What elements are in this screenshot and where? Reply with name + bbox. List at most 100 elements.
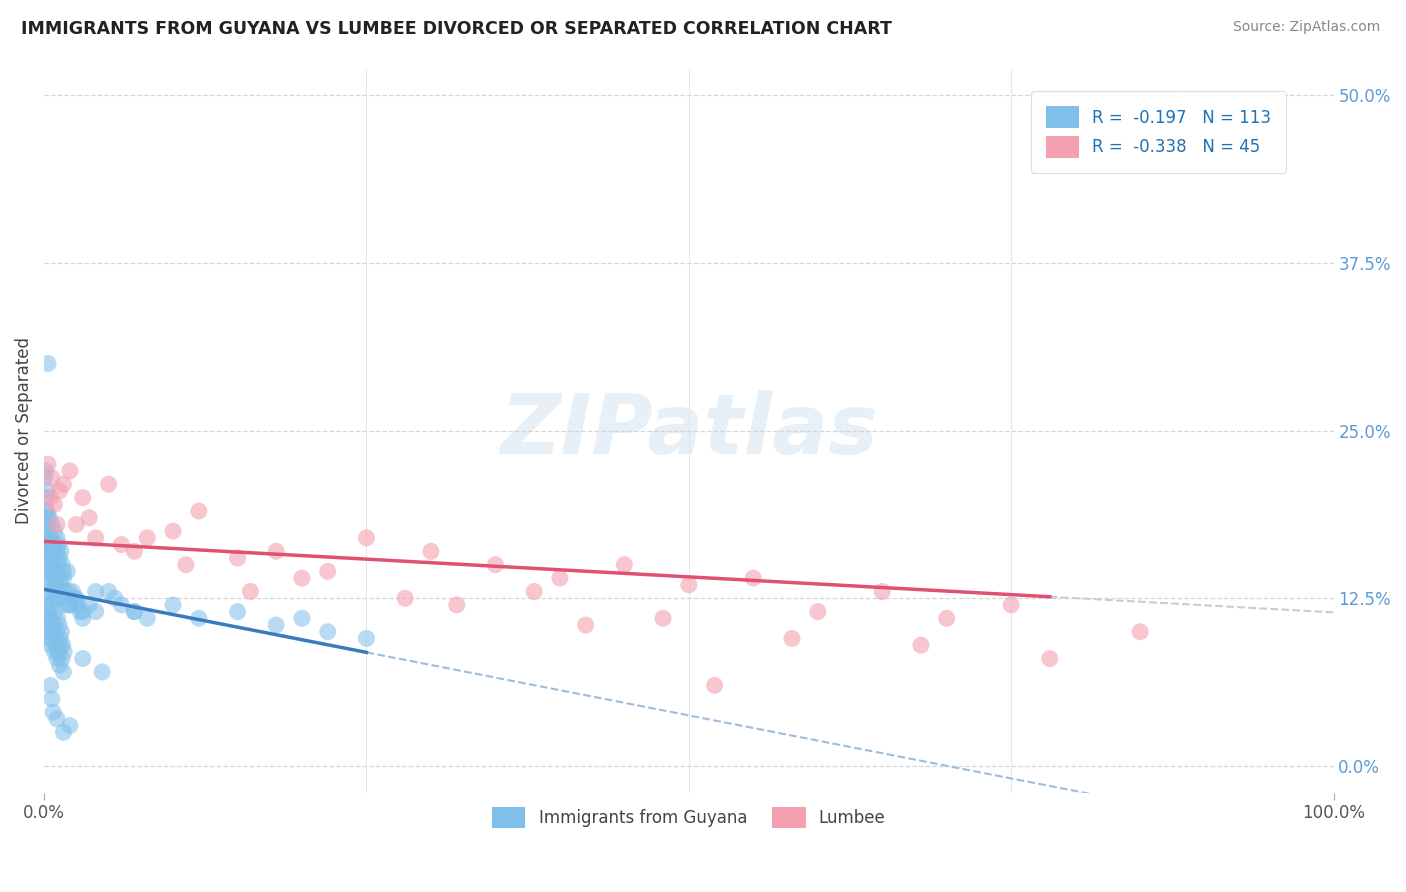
Point (51, 558, 73, 572)
Point (162, 524, 184, 538)
Point (49, 544, 72, 558)
Point (48, 571, 70, 585)
Point (1129, 624, 1152, 639)
Point (291, 611, 314, 625)
Point (72, 491, 94, 505)
Point (780, 632, 803, 646)
Point (44, 497, 66, 511)
Point (59, 598, 82, 612)
Point (48, 483, 70, 498)
Point (51, 591, 73, 606)
Point (226, 551, 249, 566)
Point (42, 618, 65, 632)
Point (38, 558, 60, 572)
Point (34, 464, 56, 478)
Point (37, 357, 59, 371)
Point (46, 645, 69, 659)
Point (613, 558, 636, 572)
Point (38, 510, 60, 524)
Text: IMMIGRANTS FROM GUYANA VS LUMBEE DIVORCED OR SEPARATED CORRELATION CHART: IMMIGRANTS FROM GUYANA VS LUMBEE DIVORCE… (21, 20, 891, 37)
Legend: Immigrants from Guyana, Lumbee: Immigrants from Guyana, Lumbee (485, 800, 893, 835)
Point (419, 544, 441, 558)
Point (51, 624, 73, 639)
Point (39, 638, 62, 652)
Point (34, 624, 56, 639)
Point (46, 651, 69, 665)
Point (41, 624, 63, 639)
Point (44, 584, 66, 599)
Point (49, 578, 72, 592)
Point (37, 611, 59, 625)
Text: Source: ZipAtlas.com: Source: ZipAtlas.com (1233, 20, 1381, 34)
Point (187, 504, 209, 518)
Point (46, 544, 69, 558)
Point (37, 483, 59, 498)
Point (37, 510, 59, 524)
Point (44, 565, 66, 579)
Point (316, 624, 339, 639)
Point (110, 598, 132, 612)
Point (226, 605, 249, 619)
Point (484, 558, 506, 572)
Point (110, 538, 132, 552)
Point (53, 584, 76, 599)
Point (35, 491, 58, 505)
Point (39, 678, 62, 692)
Point (37, 524, 59, 538)
Point (174, 558, 197, 572)
Point (39, 544, 62, 558)
Point (575, 618, 598, 632)
Point (39, 591, 62, 606)
Point (35, 551, 58, 566)
Point (37, 565, 59, 579)
Point (910, 638, 932, 652)
Point (41, 691, 63, 706)
Point (62, 584, 84, 599)
Y-axis label: Divorced or Separated: Divorced or Separated (15, 337, 32, 524)
Point (162, 598, 184, 612)
Point (34, 517, 56, 532)
Point (46, 558, 69, 572)
Point (65, 517, 87, 532)
Point (65, 591, 87, 606)
Point (742, 571, 765, 585)
Point (44, 645, 66, 659)
Point (35, 531, 58, 545)
Point (41, 598, 63, 612)
Point (870, 584, 893, 599)
Point (46, 712, 69, 726)
Point (52, 477, 75, 491)
Point (124, 605, 146, 619)
Point (59, 598, 82, 612)
Point (39, 611, 62, 625)
Point (1000, 598, 1022, 612)
Point (42, 558, 65, 572)
Point (91, 665, 114, 679)
Point (703, 678, 725, 692)
Point (34, 544, 56, 558)
Point (291, 571, 314, 585)
Point (41, 470, 63, 484)
Point (35, 504, 58, 518)
Point (72, 651, 94, 665)
Point (37, 457, 59, 471)
Point (53, 645, 76, 659)
Point (59, 718, 82, 732)
Point (52, 725, 75, 739)
Point (52, 571, 75, 585)
Point (41, 538, 63, 552)
Point (38, 605, 60, 619)
Point (39, 551, 62, 566)
Point (84, 584, 107, 599)
Point (394, 591, 416, 606)
Point (264, 618, 287, 632)
Point (46, 517, 69, 532)
Point (49, 638, 72, 652)
Point (446, 598, 468, 612)
Point (77, 598, 100, 612)
Point (316, 565, 339, 579)
Point (45, 638, 67, 652)
Point (72, 605, 94, 619)
Point (42, 705, 65, 719)
Point (48, 658, 70, 673)
